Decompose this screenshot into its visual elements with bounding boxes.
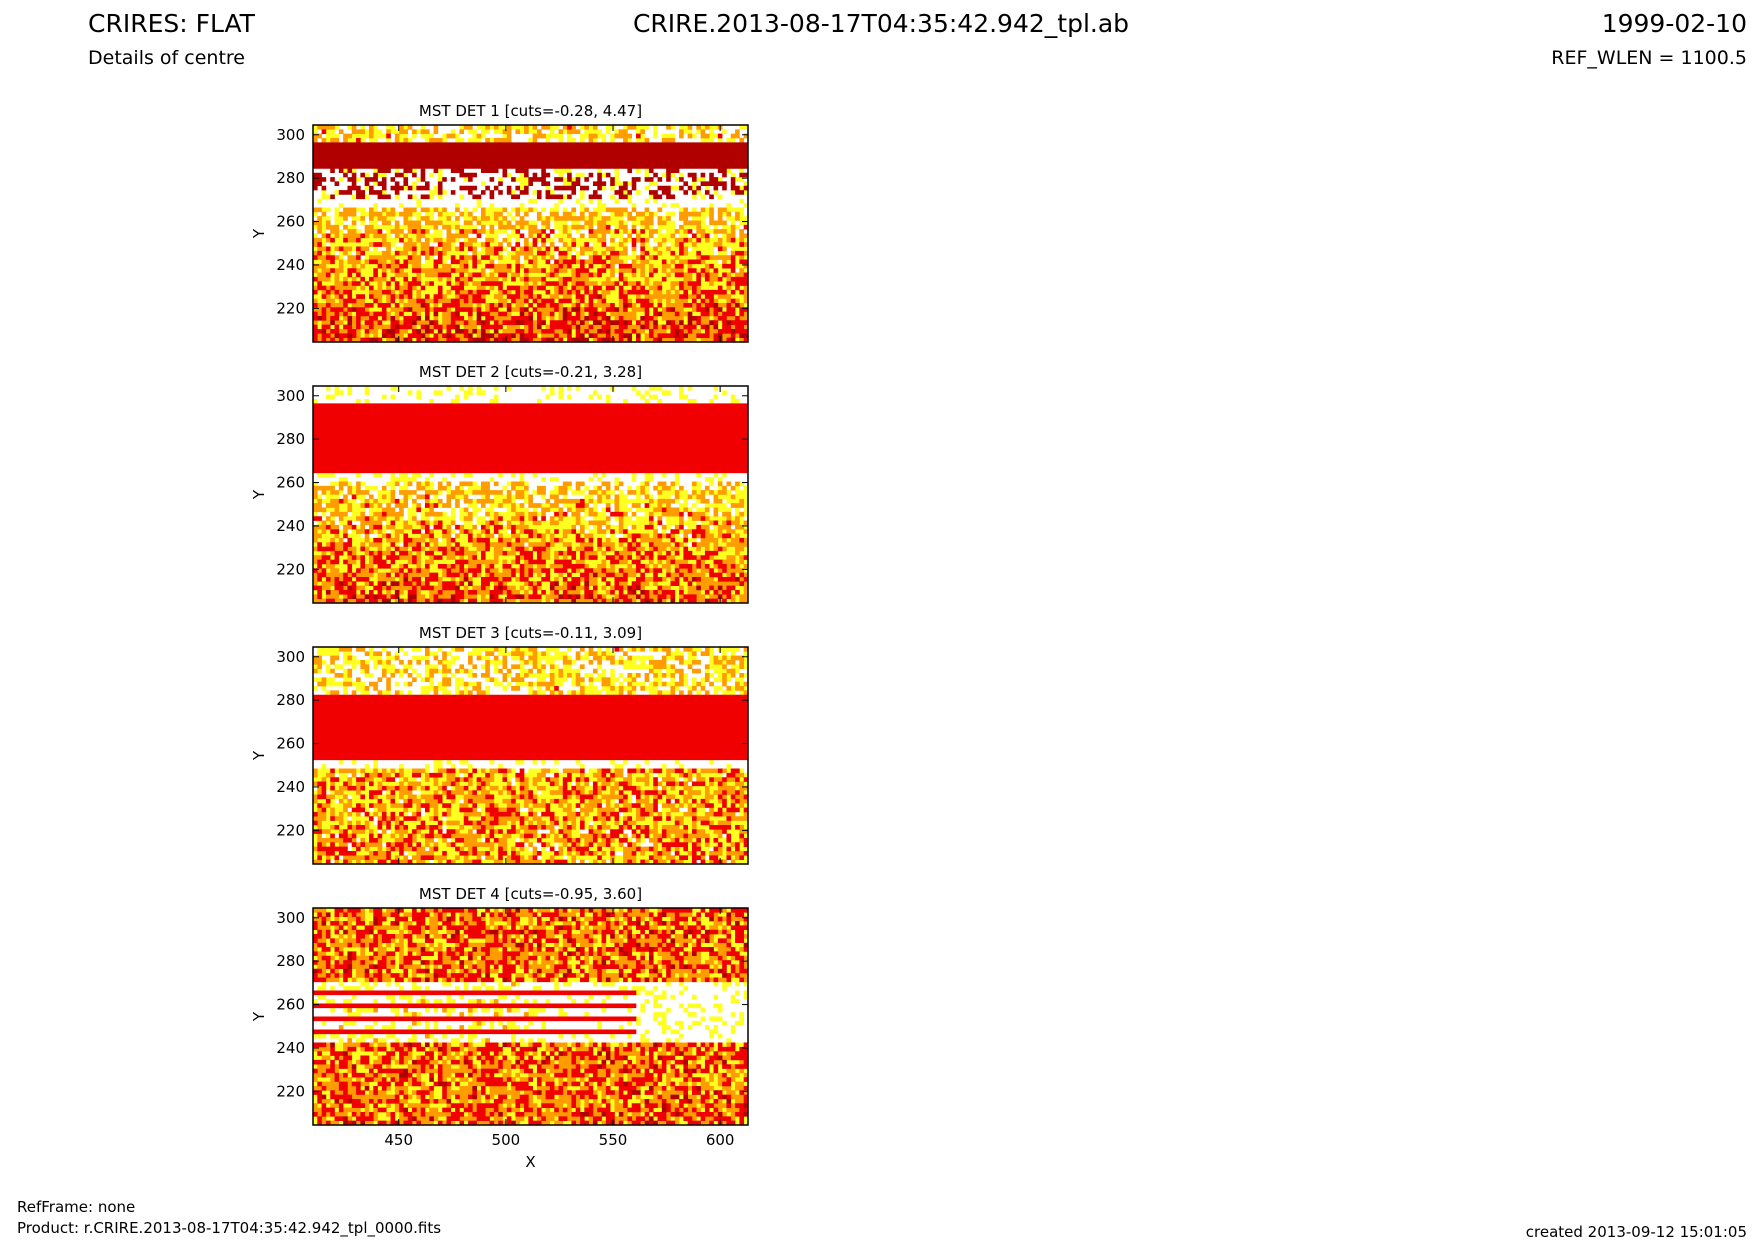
footer-ref-frame: RefFrame: none [17, 1198, 135, 1216]
y-tick-label: 220 [276, 1082, 305, 1100]
image-texture [313, 908, 749, 1126]
panel-title: MST DET 4 [cuts=-0.95, 3.60] [419, 885, 642, 903]
y-tick-label: 300 [276, 387, 305, 405]
header-title: CRIRES: FLAT [88, 9, 256, 38]
y-tick-label: 280 [276, 952, 305, 970]
x-tick-label: 550 [599, 1131, 628, 1149]
panel-title: MST DET 1 [cuts=-0.28, 4.47] [419, 102, 642, 120]
image-texture [325, 572, 740, 604]
y-tick-label: 240 [276, 256, 305, 274]
y-tick-label: 300 [276, 648, 305, 666]
y-axis-label: Y [250, 489, 268, 500]
y-tick-label: 220 [276, 299, 305, 317]
image-texture [313, 481, 749, 604]
footer-created: created 2013-09-12 15:01:05 [1526, 1223, 1747, 1241]
heatmap-panel: MST DET 3 [cuts=-0.11, 3.09] 220 240 260 280… [250, 624, 749, 865]
y-tick-label: 260 [276, 996, 305, 1014]
y-tick-label: 300 [276, 909, 305, 927]
image-texture [313, 647, 749, 865]
y-tick-label: 280 [276, 430, 305, 448]
y-tick-label: 280 [276, 169, 305, 187]
panel-title: MST DET 2 [cuts=-0.21, 3.28] [419, 363, 642, 381]
panel-title: MST DET 3 [cuts=-0.11, 3.09] [419, 624, 642, 642]
header-date: 1999-02-10 [1602, 9, 1747, 38]
image-texture [313, 403, 749, 604]
image-texture [313, 125, 749, 343]
image-texture [313, 142, 749, 343]
y-tick-label: 240 [276, 517, 305, 535]
y-tick-label: 280 [276, 691, 305, 709]
plot-frame [312, 124, 749, 343]
y-tick-label: 220 [276, 821, 305, 839]
y-tick-label: 240 [276, 1039, 305, 1057]
y-tick-label: 260 [276, 735, 305, 753]
y-tick-label: 260 [276, 213, 305, 231]
plot-frame [312, 907, 749, 1126]
image-texture [313, 125, 749, 343]
heatmap-panel: MST DET 2 [cuts=-0.21, 3.28] 220 240 260 280… [250, 363, 749, 604]
image-texture [313, 908, 749, 1126]
header-subtitle: Details of centre [88, 47, 245, 69]
y-tick-label: 260 [276, 474, 305, 492]
plot-frame [312, 646, 749, 865]
y-tick-label: 240 [276, 778, 305, 796]
y-axis-label: Y [250, 750, 268, 761]
plot-frame [312, 385, 749, 604]
x-tick-label: 600 [706, 1131, 735, 1149]
image-texture [313, 647, 749, 865]
y-axis-label: Y [250, 1011, 268, 1022]
y-tick-label: 220 [276, 560, 305, 578]
heatmap-panel: MST DET 1 [cuts=-0.28, 4.47] 220 240 260 280… [250, 102, 749, 343]
header-ref-wlen: REF_WLEN = 1100.5 [1551, 47, 1747, 69]
x-tick-label: 450 [384, 1131, 413, 1149]
x-axis-label: X [525, 1153, 535, 1171]
footer-product: Product: r.CRIRE.2013-08-17T04:35:42.942… [17, 1219, 441, 1238]
y-axis-label: Y [250, 228, 268, 239]
y-tick-label: 300 [276, 126, 305, 144]
x-tick-label: 500 [492, 1131, 521, 1149]
header-filename: CRIRE.2013-08-17T04:35:42.942_tpl.ab [633, 9, 1129, 38]
heatmap-panel: MST DET 4 [cuts=-0.95, 3.60] 220 240 260 280… [250, 885, 749, 1171]
